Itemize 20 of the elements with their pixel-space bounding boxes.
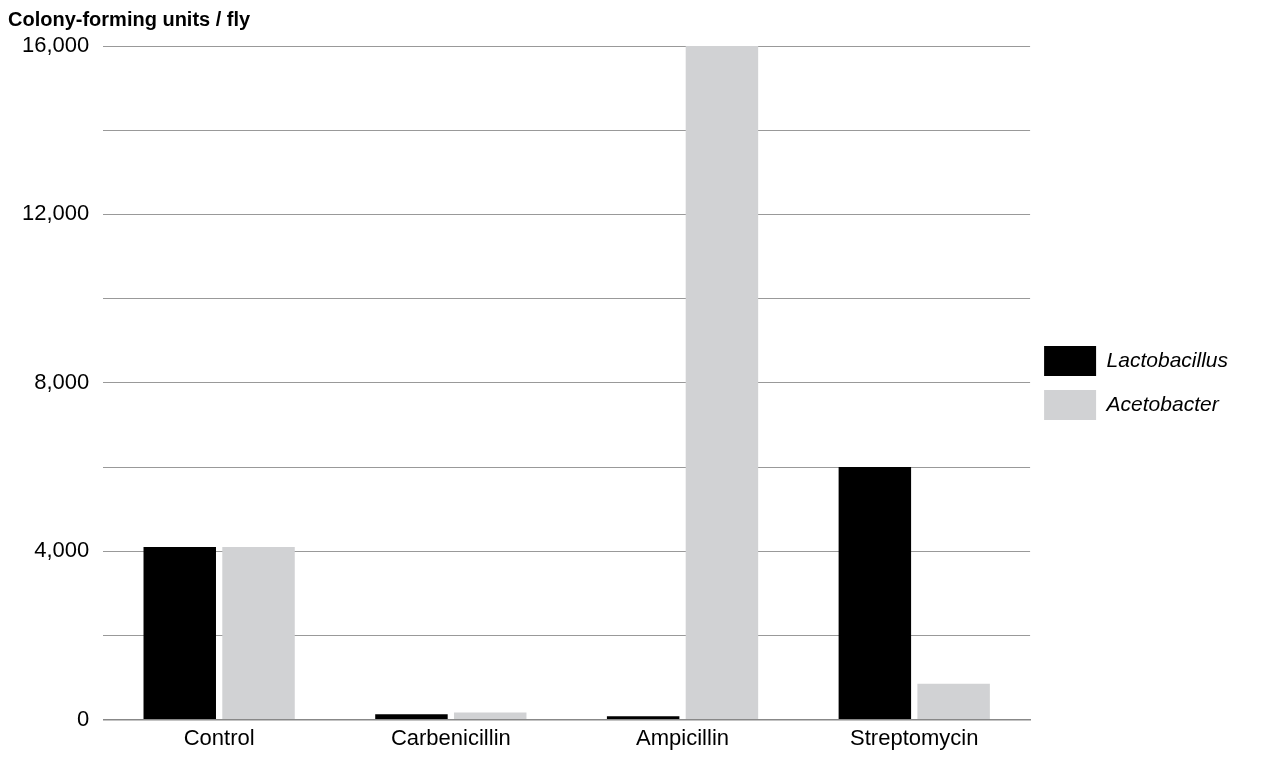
legend-label: Acetobacter xyxy=(1104,391,1220,415)
bar xyxy=(917,683,990,720)
y-tick-label: 4,000 xyxy=(34,537,90,563)
bar xyxy=(838,467,912,720)
bar xyxy=(222,546,295,720)
bar xyxy=(606,716,680,720)
y-tick-label: 16,000 xyxy=(21,32,90,58)
bar xyxy=(375,714,448,720)
bar xyxy=(143,546,216,720)
x-tick-label: Carbenicillin xyxy=(390,724,511,750)
x-tick-label: Ampicillin xyxy=(636,724,729,750)
y-tick-label: 8,000 xyxy=(34,368,90,394)
y-tick-label: 12,000 xyxy=(21,200,90,226)
bar xyxy=(453,712,527,720)
x-tick-label: Streptomycin xyxy=(850,724,979,750)
chart-title: Colony-forming units / fly xyxy=(8,7,252,30)
legend-label: Lactobacillus xyxy=(1106,347,1229,371)
y-tick-label: 0 xyxy=(77,705,90,731)
x-tick-label: Control xyxy=(183,724,255,750)
bar xyxy=(685,46,759,720)
